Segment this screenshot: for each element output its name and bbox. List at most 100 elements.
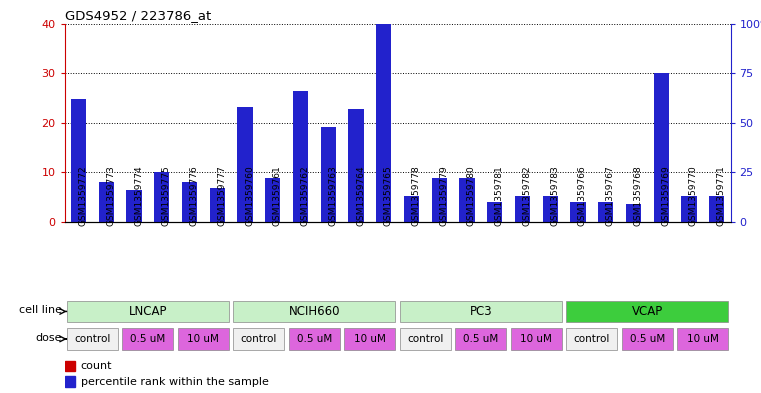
Bar [598, 202, 613, 222]
Bar [265, 178, 280, 222]
Bar [65, 376, 75, 387]
Text: GSM1359783: GSM1359783 [550, 165, 559, 226]
Bar [71, 99, 86, 222]
Text: 10 uM: 10 uM [687, 334, 718, 344]
Text: GSM1359782: GSM1359782 [523, 165, 531, 226]
Bar [234, 301, 396, 322]
Text: 0.5 uM: 0.5 uM [463, 334, 498, 344]
Text: GSM1359768: GSM1359768 [633, 165, 642, 226]
Bar [404, 207, 419, 222]
Text: dose: dose [36, 333, 62, 343]
Text: 10 uM: 10 uM [521, 334, 552, 344]
Bar [487, 212, 502, 222]
Text: GSM1359779: GSM1359779 [439, 165, 448, 226]
Text: GSM1359771: GSM1359771 [717, 165, 726, 226]
Text: control: control [240, 334, 277, 344]
Text: GSM1359763: GSM1359763 [328, 165, 337, 226]
Bar [71, 192, 86, 222]
Text: 0.5 uM: 0.5 uM [629, 334, 665, 344]
Text: control: control [407, 334, 444, 344]
Text: GSM1359778: GSM1359778 [412, 165, 421, 226]
Bar [654, 73, 669, 222]
Bar [123, 328, 174, 350]
Bar [293, 130, 308, 222]
Text: GSM1359761: GSM1359761 [272, 165, 282, 226]
Bar [460, 178, 475, 222]
Bar [376, 31, 391, 222]
Bar [622, 328, 673, 350]
Bar [681, 196, 696, 222]
Bar [237, 107, 253, 222]
Bar [99, 215, 114, 222]
Text: GSM1359765: GSM1359765 [384, 165, 393, 226]
Bar [626, 204, 641, 222]
Bar [237, 162, 253, 222]
Bar [511, 328, 562, 350]
Text: GSM1359774: GSM1359774 [134, 165, 143, 226]
Bar [404, 196, 419, 222]
Bar [654, 175, 669, 222]
Text: GSM1359769: GSM1359769 [661, 165, 670, 226]
Text: control: control [75, 334, 110, 344]
Bar [709, 207, 724, 222]
Text: GSM1359780: GSM1359780 [467, 165, 476, 226]
Bar [570, 202, 586, 222]
Text: GSM1359770: GSM1359770 [689, 165, 698, 226]
Text: 0.5 uM: 0.5 uM [130, 334, 166, 344]
Bar [431, 195, 447, 222]
Text: LNCAP: LNCAP [129, 305, 167, 318]
Bar [65, 361, 75, 371]
Bar [570, 209, 586, 222]
Text: control: control [574, 334, 610, 344]
Bar [67, 301, 229, 322]
Bar [320, 127, 336, 222]
Text: GSM1359776: GSM1359776 [189, 165, 199, 226]
Bar [349, 167, 364, 222]
Bar [182, 182, 197, 222]
Text: GSM1359777: GSM1359777 [218, 165, 226, 226]
Bar [126, 211, 142, 222]
Text: GSM1359766: GSM1359766 [578, 165, 587, 226]
Bar [400, 328, 451, 350]
Text: PC3: PC3 [470, 305, 492, 318]
Bar [209, 188, 225, 222]
Bar [99, 182, 114, 222]
Bar [543, 196, 558, 222]
Bar [154, 207, 170, 222]
Bar [178, 328, 229, 350]
Bar [515, 196, 530, 222]
Bar [376, 24, 391, 222]
Bar [234, 328, 285, 350]
Text: NCIH660: NCIH660 [288, 305, 340, 318]
Text: VCAP: VCAP [632, 305, 663, 318]
Text: 10 uM: 10 uM [187, 334, 219, 344]
Bar [126, 190, 142, 222]
Bar [460, 197, 475, 222]
Bar [344, 328, 396, 350]
Bar [265, 200, 280, 222]
Bar [209, 202, 225, 222]
Bar [487, 202, 502, 222]
Bar [431, 178, 447, 222]
Text: GSM1359772: GSM1359772 [78, 165, 88, 226]
Bar [626, 213, 641, 222]
Text: GSM1359762: GSM1359762 [301, 165, 310, 226]
Text: GSM1359781: GSM1359781 [495, 165, 504, 226]
Text: GSM1359760: GSM1359760 [245, 165, 254, 226]
Bar [709, 196, 724, 222]
Text: GDS4952 / 223786_at: GDS4952 / 223786_at [65, 9, 211, 22]
Text: cell line: cell line [19, 305, 62, 315]
Bar [681, 207, 696, 222]
Bar [566, 301, 728, 322]
Bar [67, 328, 118, 350]
Bar [566, 328, 617, 350]
Bar [455, 328, 506, 350]
Text: GSM1359775: GSM1359775 [162, 165, 170, 226]
Text: 0.5 uM: 0.5 uM [297, 334, 332, 344]
Text: GSM1359764: GSM1359764 [356, 165, 365, 226]
Text: GSM1359773: GSM1359773 [107, 165, 116, 226]
Bar [182, 209, 197, 222]
Bar [349, 109, 364, 222]
Text: count: count [81, 361, 112, 371]
Text: 10 uM: 10 uM [354, 334, 386, 344]
